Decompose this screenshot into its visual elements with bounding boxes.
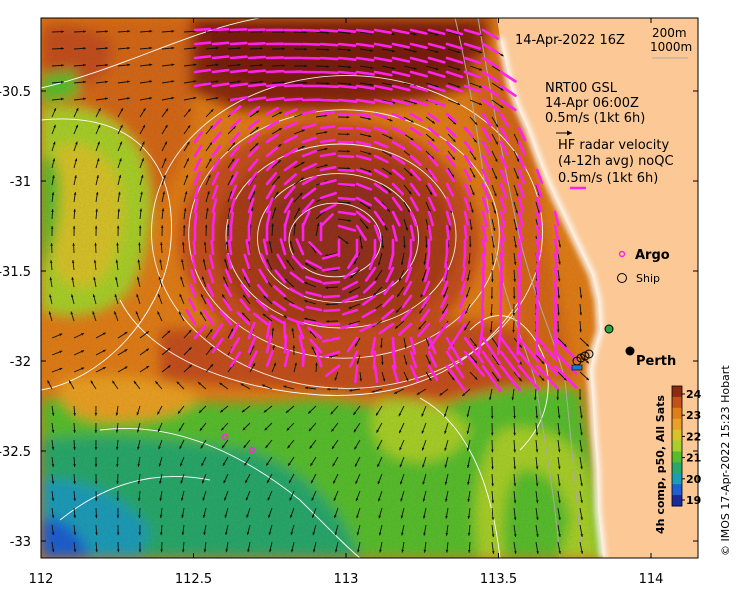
ship-legend-label: Ship [636, 272, 660, 285]
colorbar-title: 4h comp, p50, All Sats [654, 395, 667, 534]
y-tick-label: -32.5 [0, 445, 31, 460]
perth-marker [626, 347, 635, 356]
x-tick-label: 112 [29, 572, 54, 587]
model-label-line3: 0.5m/s (1kt 6h) [545, 111, 645, 126]
colorbar-tick-label: 23 [686, 409, 701, 422]
model-label-line2: 14-Apr 06:00Z [545, 96, 639, 111]
map-timestamp: 14-Apr-2022 16Z [515, 33, 625, 48]
y-tick-label: -31 [10, 175, 31, 190]
y-tick-label: -30.5 [0, 85, 31, 100]
colorbar-tick-label: 22 [686, 430, 701, 443]
colorbar-tick-label: 20 [686, 473, 702, 486]
colorbar-tick-label: 19 [686, 494, 701, 507]
colorbar-tick-label: 21 [686, 452, 701, 465]
radar-label-line2: (4-12h avg) noQC [558, 154, 674, 169]
depth-contour-label-1000: 1000m [650, 40, 692, 54]
y-tick-label: -33 [10, 535, 31, 550]
y-tick-label: -31.5 [0, 265, 31, 280]
x-tick-label: 113 [334, 572, 359, 587]
x-tick-label: 114 [639, 572, 664, 587]
colorbar-tick-label: 24 [686, 388, 702, 401]
model-label-line1: NRT00 GSL [545, 81, 618, 96]
radar-label-line3: 0.5m/s (1kt 6h) [558, 171, 658, 186]
y-tick-label: -32 [10, 355, 31, 370]
argo-legend-label: Argo [635, 248, 670, 263]
depth-contour-label-200: 200m [652, 26, 687, 40]
map-credit: © IMOS 17-Apr-2022 15:23 Hobart [719, 365, 732, 556]
city-label-perth: Perth [636, 354, 676, 369]
x-tick-label: 113.5 [480, 572, 517, 587]
mooring-station-marker [605, 325, 613, 333]
radar-label-line1: HF radar velocity [558, 138, 670, 153]
x-tick-label: 112.5 [175, 572, 212, 587]
